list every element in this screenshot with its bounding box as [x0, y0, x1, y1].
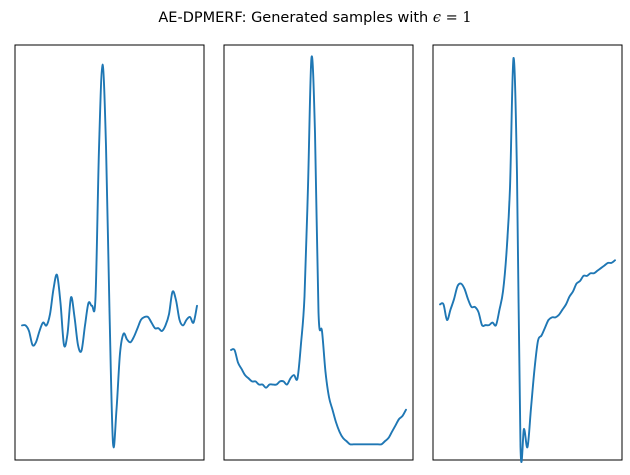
sample-plot-2 [223, 44, 414, 461]
sample-plot-3-line [439, 57, 616, 464]
sample-plot-1 [14, 44, 205, 461]
sample-plot-1-frame [14, 44, 205, 461]
figure-title-prefix: AE-DPMERF: Generated samples with [158, 10, 432, 26]
figure-title-value: 1 [462, 10, 471, 26]
sample-plot-1-line [21, 63, 198, 449]
figure-title-equals: = [441, 10, 462, 26]
figure-title: AE-DPMERF: Generated samples with ϵ = 1 [158, 10, 471, 26]
sample-plot-2-frame [223, 44, 414, 461]
figure-title-epsilon: ϵ [433, 10, 441, 26]
sample-plot-3 [432, 44, 623, 464]
sample-plot-3-frame [432, 44, 623, 461]
sample-plot-2-line [230, 55, 407, 446]
